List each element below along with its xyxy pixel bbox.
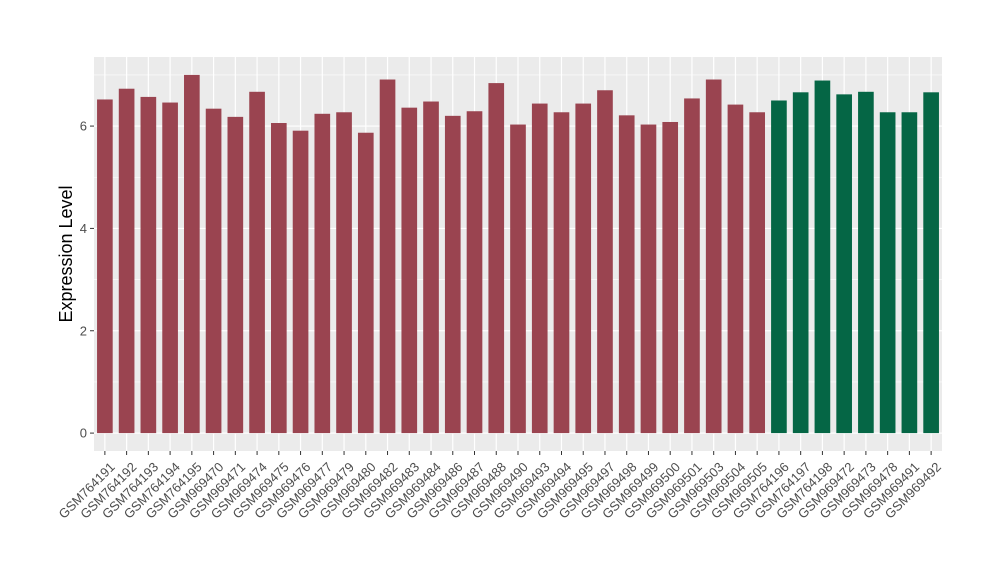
bar <box>749 112 766 434</box>
bar <box>336 112 352 434</box>
bar <box>858 91 874 434</box>
bar <box>597 90 613 434</box>
bar <box>684 98 700 434</box>
bar <box>401 107 418 434</box>
bar <box>444 115 461 434</box>
bar <box>466 111 483 434</box>
bar <box>423 101 439 434</box>
bar <box>379 79 396 434</box>
bar <box>205 108 222 434</box>
bar <box>162 102 178 434</box>
bar <box>292 130 309 434</box>
bar <box>727 104 744 434</box>
y-tick-label: 2 <box>80 323 87 338</box>
bar <box>270 123 287 434</box>
bar <box>771 100 787 434</box>
bar <box>488 83 505 434</box>
y-tick-label: 0 <box>80 426 87 441</box>
bar <box>814 80 831 434</box>
bar <box>901 112 918 434</box>
y-tick-label: 6 <box>80 119 87 134</box>
bar <box>640 124 657 434</box>
bar <box>249 91 265 434</box>
bar <box>118 88 135 434</box>
bar <box>531 103 548 434</box>
bars <box>97 74 939 434</box>
bar <box>227 116 244 434</box>
bar <box>184 74 200 434</box>
bar <box>618 115 635 434</box>
bar <box>792 92 809 434</box>
bar <box>879 112 896 434</box>
x-axis: GSM764191GSM764192GSM764193GSM764194GSM7… <box>56 451 944 522</box>
bar <box>97 99 113 434</box>
y-tick-label: 4 <box>80 221 87 236</box>
bar <box>836 94 852 434</box>
bar <box>662 121 679 434</box>
bar <box>314 113 331 434</box>
bar <box>553 112 570 434</box>
bar <box>357 132 374 434</box>
bar <box>575 103 592 434</box>
bar <box>923 92 939 434</box>
y-axis: 0 2 4 6 <box>80 119 94 441</box>
bar <box>510 124 526 434</box>
bar <box>705 79 722 434</box>
bar <box>140 96 157 434</box>
y-axis-label: Expression Level <box>56 185 76 322</box>
